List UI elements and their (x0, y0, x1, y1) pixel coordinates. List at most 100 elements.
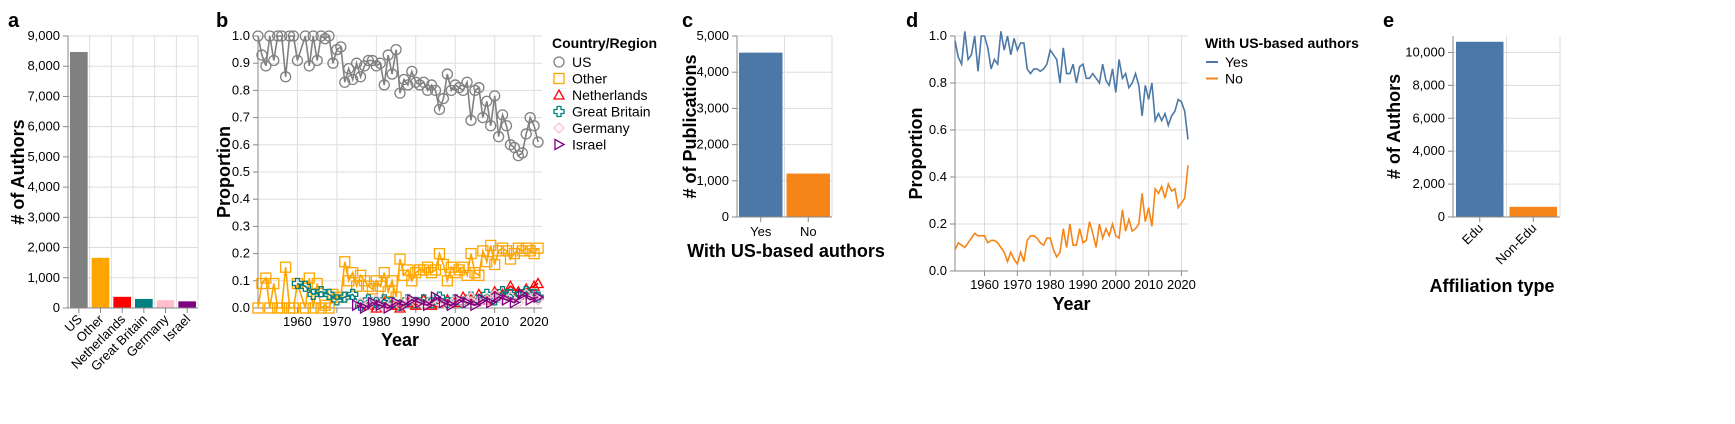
panel-b-point (331, 294, 343, 306)
panel-b-point (268, 277, 280, 290)
panel-b-point (264, 302, 276, 314)
panel-b-point (481, 256, 493, 268)
panel-b-point (319, 299, 331, 311)
panel-b-point (391, 296, 403, 309)
panel-b-ytick-label: 0.4 (232, 191, 250, 206)
panel-b-ytick-label: 0.5 (232, 164, 250, 179)
panel-b-point (512, 242, 524, 254)
panel-b-point (307, 288, 319, 301)
panel-b-point (394, 253, 406, 265)
panel-b-point (347, 73, 359, 86)
panel-b-legend-symbol (553, 72, 565, 85)
panel-letter-d: d (906, 10, 918, 32)
panel-a-ytick-label: 9,000 (27, 28, 60, 43)
panel-e-ytick-label: 2,000 (1412, 176, 1445, 191)
panel-b-ytick-label: 0.2 (232, 246, 250, 261)
panel-b-ytick-label: 0.9 (232, 55, 250, 70)
panel-b-point (386, 275, 398, 287)
panel-b-point (335, 41, 347, 53)
panel-b-point (528, 120, 540, 132)
panel-b-legend-symbol (553, 56, 565, 68)
panel-b-point (465, 247, 477, 260)
panel-d-ytick-label: 0.0 (929, 263, 947, 278)
panel-b-point (430, 291, 442, 304)
panel-b-point (323, 288, 335, 301)
panel-b-point (407, 293, 419, 306)
panel-e-ytick-label: 8,000 (1412, 77, 1445, 92)
panel-b-point (307, 30, 319, 42)
panel-b-point (311, 277, 323, 290)
panel-c-x-axis-title: With US-based authors (687, 241, 885, 261)
panel-c-xtick-label: Yes (750, 224, 772, 239)
panel-b-point (532, 242, 544, 254)
panel-d-ytick-label: 0.8 (929, 75, 947, 90)
panel-b-point (473, 82, 485, 94)
panel-b-point (399, 299, 411, 312)
panel-e: e 0 2,000 4,000 6,000 8,000 10,000 Edu Non-Edu # … (1383, 10, 1561, 296)
panel-b-point (287, 30, 300, 42)
panel-b-point (433, 247, 446, 260)
panel-b-point (252, 302, 264, 314)
panel-b-point (350, 57, 363, 69)
panel-b-legend-label: Other (572, 71, 607, 87)
panel-b-point (276, 302, 288, 314)
panel-b-point (492, 130, 505, 143)
panel-b-legend-symbol (554, 138, 566, 151)
panel-a-bar (178, 301, 196, 308)
panel-c-bar (786, 173, 830, 217)
panel-c-y-axis-title: # of Publications (680, 54, 700, 198)
panel-b-point (418, 264, 430, 276)
panel-b-legend-title: Country/Region (552, 35, 657, 51)
panel-a-ytick-label: 6,000 (27, 119, 60, 134)
panel-e-y-axis-title: # of Authors (1384, 74, 1404, 179)
panel-d-series-line-1 (954, 165, 1189, 266)
panel-b-point (441, 275, 453, 287)
panel-a-ytick-label: 7,000 (27, 88, 60, 103)
panel-b-point (351, 299, 363, 312)
panel-b-point (311, 54, 323, 67)
panel-b-point (394, 87, 406, 99)
panel-b-legend-symbol (553, 122, 565, 134)
panel-a: a 0 1,000 2,000 3,000 4,000 5,000 6,000 7,000 8,0… (8, 10, 199, 374)
panel-c-ytick-label: 1,000 (696, 173, 729, 188)
panel-b-point (402, 294, 414, 306)
panel-b-x-axis-title: Year (381, 330, 419, 350)
panel-b-point (481, 95, 493, 107)
panel-b-xtick-label: 1980 (362, 314, 391, 329)
panel-d-ytick-label: 0.2 (929, 216, 947, 231)
panel-b-point (528, 279, 541, 291)
panel-a-ytick-label: 0 (53, 300, 60, 315)
panel-e-x-axis-title: Affiliation type (1430, 276, 1555, 296)
panel-b-point (486, 296, 498, 309)
panel-b-point (496, 109, 509, 121)
panel-c-ytick-label: 0 (722, 209, 729, 224)
panel-a-bar (113, 296, 131, 308)
panel-b-point (375, 299, 387, 312)
panel-e-ytick-label: 10,000 (1405, 44, 1445, 59)
panel-b-point (437, 258, 450, 271)
panel-b-ytick-label: 0.3 (232, 218, 250, 233)
panel-letter-c: c (682, 10, 693, 32)
panel-b-point (390, 43, 402, 56)
panel-b-y-axis-title: Proportion (214, 126, 234, 218)
panel-b-ytick-label: 0.1 (232, 273, 250, 288)
panel-d-xtick-label: 1970 (1003, 277, 1032, 292)
panel-b-point (489, 258, 501, 271)
panel-b-point (291, 277, 304, 290)
panel-b-point (492, 245, 505, 257)
panel-b-xtick-label: 2020 (520, 314, 549, 329)
panel-b-point (438, 296, 450, 309)
panel-a-bar (70, 52, 88, 308)
panel-b-point (362, 54, 375, 67)
panel-d-legend-label: No (1225, 71, 1243, 87)
panel-c-ytick-label: 2,000 (696, 137, 729, 152)
panel-b-point (268, 54, 280, 67)
panel-a-bar (156, 300, 175, 308)
panel-b-point (374, 57, 386, 69)
panel-d-ytick-label: 1.0 (929, 28, 947, 43)
panel-b-point (287, 302, 300, 314)
panel-d-xtick-label: 2020 (1167, 277, 1196, 292)
panel-b-point (347, 266, 359, 279)
panel-b-point (449, 294, 461, 306)
panel-a-ytick-label: 5,000 (27, 149, 60, 164)
